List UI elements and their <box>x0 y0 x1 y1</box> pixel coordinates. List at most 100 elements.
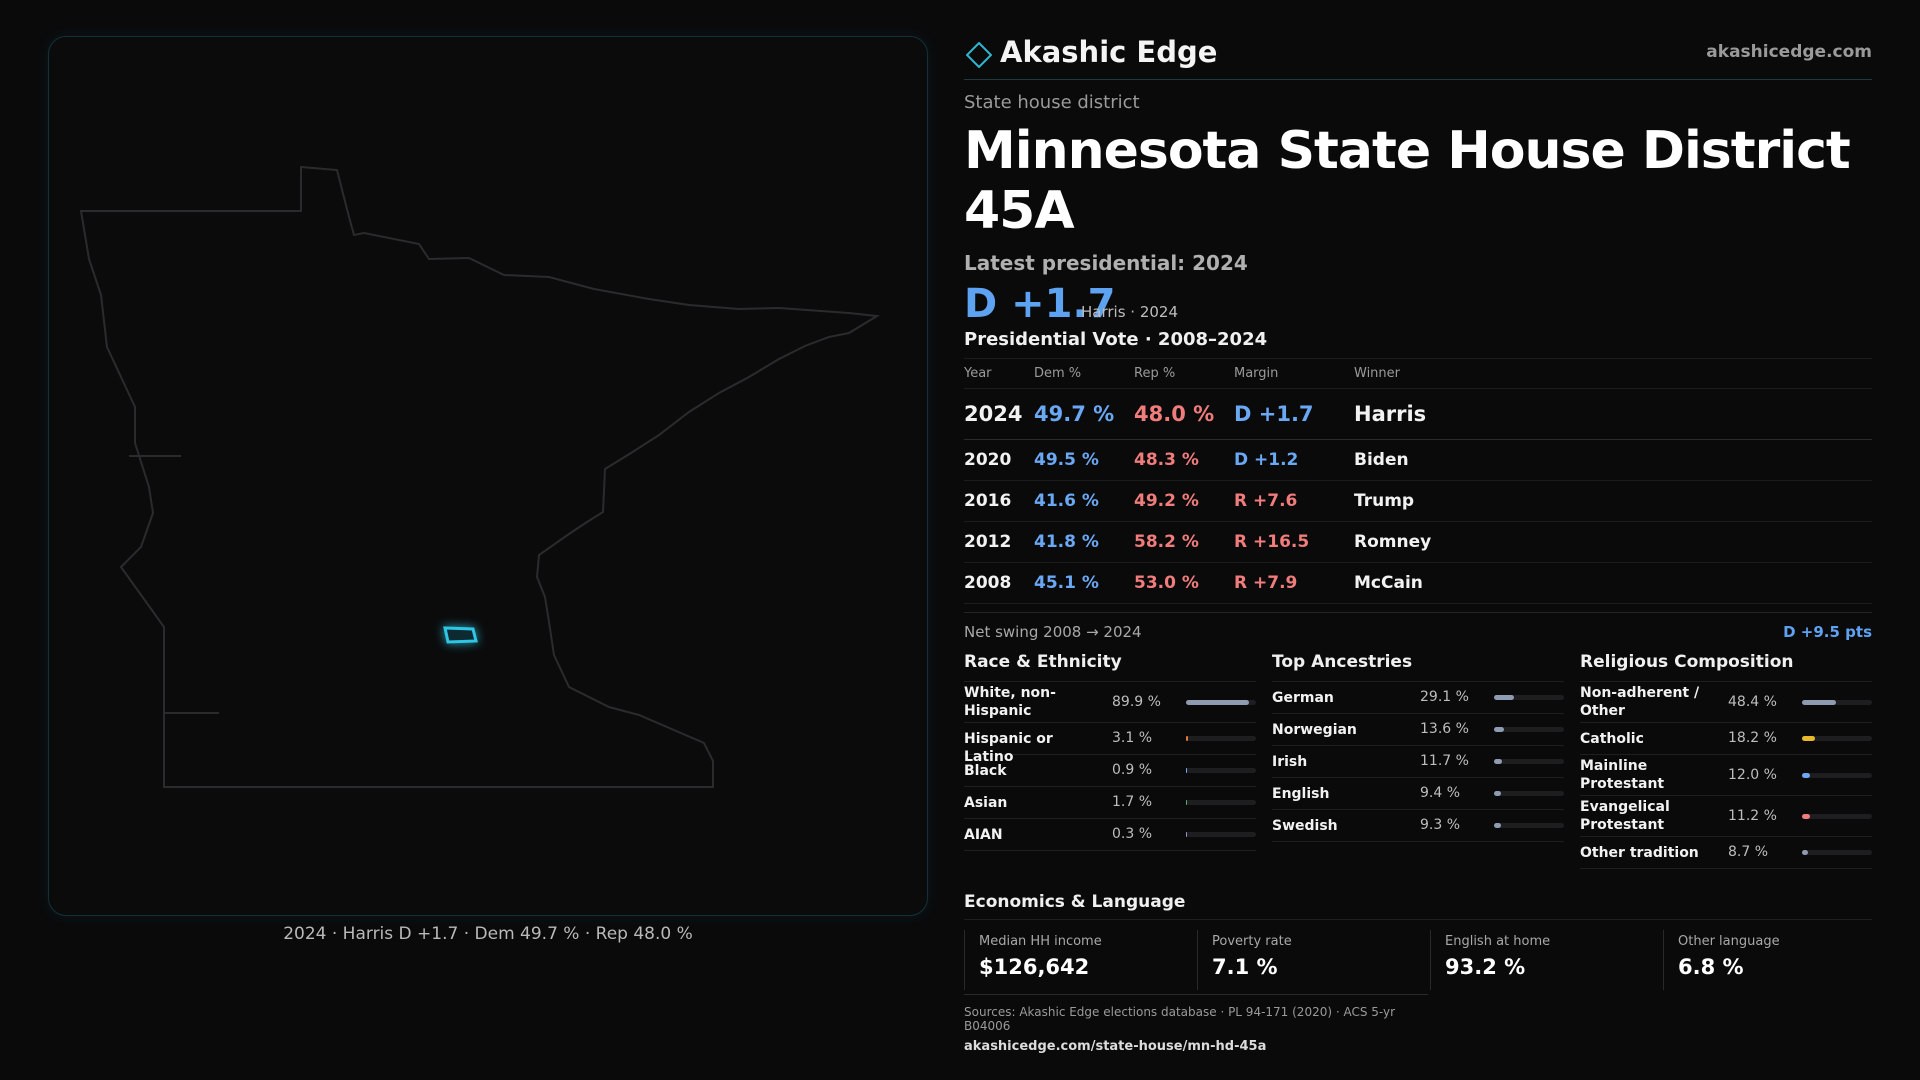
net-swing-row: Net swing 2008 → 2024 D +9.5 pts <box>964 612 1872 648</box>
economics-stat: Poverty rate 7.1 % <box>1197 930 1423 990</box>
state-map <box>79 165 881 788</box>
percent-bar <box>1494 695 1564 700</box>
percent-bar <box>1186 800 1256 805</box>
list-item: AIAN 0.3 % <box>964 819 1256 851</box>
margin-cell: R +7.9 <box>1234 562 1354 604</box>
percent-bar-fill <box>1802 699 1836 705</box>
header-rep: Rep % <box>1134 358 1234 389</box>
item-value: 8.7 % <box>1728 844 1769 860</box>
item-label: Black <box>964 763 1007 779</box>
winner-cell: Biden <box>1354 439 1872 481</box>
dem-cell: 41.8 % <box>1034 521 1134 563</box>
demographics-section: Race & Ethnicity White, non-Hispanic 89.9… <box>964 652 1872 888</box>
item-label: Catholic <box>1580 731 1644 747</box>
item-label: Evangelical Protestant <box>1580 799 1670 833</box>
item-value: 9.3 % <box>1420 817 1461 833</box>
winner-cell: Romney <box>1354 521 1872 563</box>
margin-cell: R +16.5 <box>1234 521 1354 563</box>
item-label: English <box>1272 786 1330 802</box>
year-cell: 2020 <box>964 439 1034 481</box>
item-label: Asian <box>964 795 1008 811</box>
brand-name: Akashic Edge <box>1000 35 1218 69</box>
percent-bar <box>1186 832 1256 837</box>
percent-bar-fill <box>1802 850 1809 855</box>
table-row: 2012 41.8 % 58.2 % R +16.5 Romney <box>964 521 1872 563</box>
percent-bar-fill <box>1802 813 1810 819</box>
rep-cell: 48.3 % <box>1134 439 1234 481</box>
ancestry-title: Top Ancestries <box>1272 652 1564 682</box>
percent-bar-fill <box>1802 772 1811 778</box>
rep-cell: 53.0 % <box>1134 562 1234 604</box>
economics-stat: Median HH income $126,642 <box>964 930 1190 990</box>
percent-bar <box>1494 791 1564 796</box>
list-item: Mainline Protestant 12.0 % <box>1580 755 1872 796</box>
brand-header: Akashic Edge akashicedge.com <box>964 30 1872 80</box>
percent-bar <box>1186 736 1256 741</box>
percent-bar-fill <box>1494 695 1515 700</box>
item-value: 0.3 % <box>1112 826 1153 842</box>
percent-bar <box>1802 772 1872 778</box>
dem-cell: 49.7 % <box>1034 388 1134 440</box>
presidential-vote-table: Year Dem % Rep % Margin Winner 2024 49.7 … <box>964 358 1872 604</box>
page-title: Minnesota State House District 45A <box>964 121 1851 241</box>
margin-row: D +1.7 Harris · 2024 <box>964 281 1872 327</box>
stat-value: 93.2 % <box>1445 955 1526 979</box>
dem-cell: 49.5 % <box>1034 439 1134 481</box>
sources-footer: Sources: Akashic Edge elections database… <box>964 994 1428 1054</box>
item-value: 0.9 % <box>1112 762 1153 778</box>
rep-cell: 48.0 % <box>1134 388 1234 440</box>
winner-cell: Harris <box>1354 388 1872 440</box>
list-item: Asian 1.7 % <box>964 787 1256 819</box>
percent-bar <box>1802 699 1872 705</box>
margin-cell: R +7.6 <box>1234 480 1354 522</box>
brand-url[interactable]: akashicedge.com <box>1706 42 1872 62</box>
item-value: 89.9 % <box>1112 693 1161 710</box>
sources-line: Sources: Akashic Edge elections database… <box>964 1005 1396 1033</box>
list-item: Norwegian 13.6 % <box>1272 714 1564 746</box>
margin-cell: D +1.7 <box>1234 388 1354 440</box>
percent-bar-fill <box>1186 736 1189 741</box>
stat-label: English at home <box>1445 934 1551 949</box>
winner-cell: Trump <box>1354 480 1872 522</box>
percent-bar-fill <box>1494 823 1501 828</box>
economics-stat: Other language 6.8 % <box>1663 930 1889 990</box>
list-item: Black 0.9 % <box>964 755 1256 787</box>
list-item: German 29.1 % <box>1272 682 1564 714</box>
religion-column: Religious Composition Non-adherent / Oth… <box>1580 652 1872 869</box>
percent-bar <box>1802 850 1872 855</box>
header-winner: Winner <box>1354 358 1872 389</box>
item-label: Swedish <box>1272 818 1338 834</box>
dem-cell: 41.6 % <box>1034 480 1134 522</box>
diamond-logo-icon <box>966 42 992 68</box>
table-row: 2008 45.1 % 53.0 % R +7.9 McCain <box>964 562 1872 604</box>
year-cell: 2008 <box>964 562 1034 604</box>
item-value: 11.7 % <box>1420 753 1469 769</box>
item-value: 13.6 % <box>1420 721 1469 737</box>
economics-stat: English at home 93.2 % <box>1430 930 1656 990</box>
item-label: AIAN <box>964 827 1003 843</box>
list-item: Swedish 9.3 % <box>1272 810 1564 842</box>
percent-bar-fill <box>1494 791 1501 796</box>
list-item: Hispanic or Latino 3.1 % <box>964 723 1256 765</box>
stat-label: Poverty rate <box>1212 934 1292 949</box>
table-row: 2020 49.5 % 48.3 % D +1.2 Biden <box>964 439 1872 481</box>
percent-bar <box>1802 813 1872 819</box>
rep-cell: 58.2 % <box>1134 521 1234 563</box>
district-kind: State house district <box>964 92 1140 113</box>
table-row: 2016 41.6 % 49.2 % R +7.6 Trump <box>964 480 1872 522</box>
list-item: Irish 11.7 % <box>1272 746 1564 778</box>
table-row: 2024 49.7 % 48.0 % D +1.7 Harris <box>964 388 1872 440</box>
stat-label: Other language <box>1678 934 1780 949</box>
percent-bar-fill <box>1186 768 1188 773</box>
item-value: 12.0 % <box>1728 766 1777 783</box>
sources-url[interactable]: akashicedge.com/state-house/mn-hd-45a <box>964 1039 1267 1054</box>
item-value: 1.7 % <box>1112 794 1153 810</box>
map-panel <box>48 36 928 916</box>
percent-bar-fill <box>1802 736 1815 741</box>
year-cell: 2012 <box>964 521 1034 563</box>
state-outline <box>79 165 881 788</box>
item-label: White, non-Hispanic <box>964 685 1056 719</box>
percent-bar <box>1494 727 1564 732</box>
percent-bar-fill <box>1494 727 1504 732</box>
stat-label: Median HH income <box>979 934 1102 949</box>
